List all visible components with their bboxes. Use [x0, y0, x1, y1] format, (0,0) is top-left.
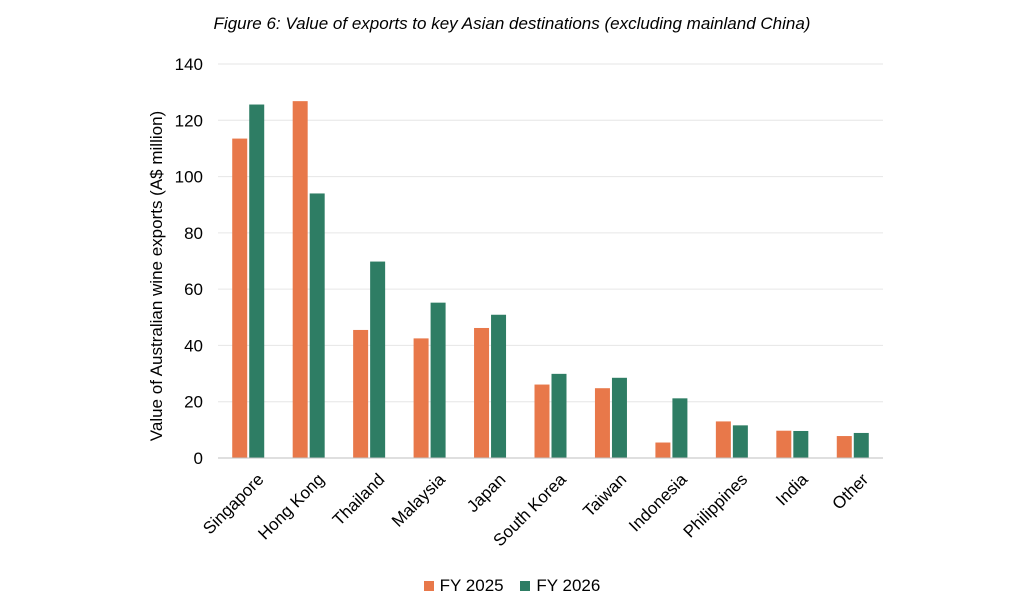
y-tick-label: 60 [184, 280, 203, 299]
bar-fy2026 [249, 104, 265, 459]
x-tick-label: Japan [463, 470, 509, 516]
y-tick-label: 100 [175, 168, 203, 187]
y-axis-ticks: 0 20 40 60 80 100 120 140 [175, 55, 203, 468]
y-tick-label: 40 [184, 336, 203, 355]
chart-title: Figure 6: Value of exports to key Asian … [213, 14, 811, 33]
x-tick-label: Malaysia [388, 470, 449, 531]
bar-fy2026 [853, 432, 869, 458]
bar-fy2025 [655, 442, 671, 458]
bars [232, 101, 869, 459]
x-tick-label: Hong Kong [254, 470, 328, 544]
x-tick-label: Taiwan [579, 470, 630, 521]
bar-fy2026 [430, 302, 446, 458]
legend-label-fy2026: FY 2026 [536, 576, 601, 595]
bar-fy2025 [594, 388, 610, 458]
bar-fy2025 [292, 101, 308, 459]
y-axis-label: Value of Australian wine exports (A$ mil… [147, 111, 166, 441]
y-tick-label: 120 [175, 111, 203, 130]
y-tick-label: 80 [184, 224, 203, 243]
bar-fy2025 [232, 138, 248, 459]
legend-item-fy2025: FY 2025 [423, 576, 504, 596]
legend-label-fy2025: FY 2025 [439, 576, 504, 595]
bar-fy2026 [672, 398, 688, 458]
x-tick-label: India [772, 470, 812, 510]
y-tick-label: 20 [184, 393, 203, 412]
bar-fy2026 [551, 373, 567, 458]
bar-fy2025 [534, 384, 550, 458]
bar-fy2026 [370, 261, 386, 458]
bar-fy2025 [474, 327, 490, 458]
bar-fy2026 [793, 430, 809, 458]
gridlines [218, 63, 883, 403]
bar-fy2025 [836, 436, 852, 458]
x-tick-label: Philippines [680, 470, 752, 542]
bar-fy2025 [413, 338, 429, 458]
x-tick-label: Other [829, 470, 873, 514]
bar-fy2025 [715, 421, 731, 458]
bar-fy2025 [776, 430, 792, 458]
y-tick-label: 140 [175, 55, 203, 74]
bar-fy2025 [353, 329, 369, 458]
x-tick-label: Thailand [329, 470, 389, 530]
bar-fy2026 [309, 193, 325, 458]
legend-swatch-fy2026 [520, 581, 531, 591]
legend: FY 2025 FY 2026 [0, 576, 1024, 596]
bar-fy2026 [491, 314, 507, 458]
legend-swatch-fy2025 [423, 581, 434, 591]
legend-item-fy2026: FY 2026 [520, 576, 600, 596]
y-tick-label: 0 [194, 449, 203, 468]
bar-fy2026 [611, 377, 627, 458]
bar-fy2026 [732, 425, 748, 458]
